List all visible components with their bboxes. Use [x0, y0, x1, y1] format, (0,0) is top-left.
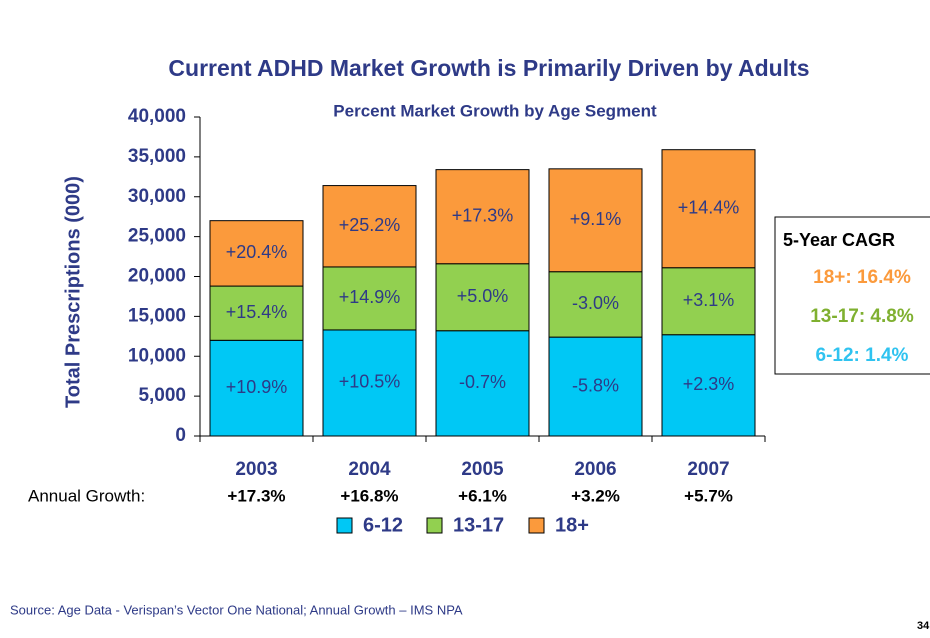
y-tick-label: 30,000 [128, 186, 186, 207]
x-tick-label: 2006 [574, 459, 616, 480]
bar-segment [322, 185, 417, 268]
bar-segment [435, 169, 530, 265]
growth-label: +10.5% [339, 372, 401, 392]
legend-label: 18+ [555, 514, 589, 536]
legend-swatch [528, 517, 545, 534]
y-tick-label: 5,000 [138, 385, 186, 406]
growth-label: +15.4% [226, 302, 288, 322]
cagr-box [774, 216, 930, 375]
bar-segment [435, 330, 530, 437]
y-tick-label: 35,000 [128, 146, 186, 167]
y-tick-label: 0 [175, 425, 186, 446]
bar-segment [548, 336, 643, 437]
bar-segment [209, 285, 304, 341]
source-note: Source: Age Data - Verispan’s Vector One… [10, 602, 463, 617]
growth-label: +10.9% [226, 377, 288, 397]
growth-label: +2.3% [683, 374, 735, 394]
legend-swatch [426, 517, 443, 534]
growth-label: +14.9% [339, 287, 401, 307]
bar-segment [661, 267, 756, 336]
x-tick-label: 2005 [461, 459, 504, 480]
y-tick-label: 10,000 [128, 345, 186, 366]
annual-growth-value: +16.8% [340, 486, 398, 505]
legend-label: 6-12 [363, 514, 403, 536]
growth-label: +5.0% [457, 286, 509, 306]
y-tick-label: 20,000 [128, 266, 186, 287]
bar-segment [209, 339, 304, 437]
bar-segment [322, 266, 417, 331]
bar-segment [661, 149, 756, 269]
annual-growth-value: +3.2% [571, 486, 620, 505]
chart-title: Current ADHD Market Growth is Primarily … [168, 55, 809, 81]
growth-label: +9.1% [570, 209, 622, 229]
bar-segment [209, 220, 304, 287]
legend-label: 13-17 [453, 514, 504, 536]
annual-growth-value: +6.1% [458, 486, 507, 505]
annual-growth-value: +17.3% [227, 486, 285, 505]
x-tick-label: 2007 [687, 459, 729, 480]
growth-label: -5.8% [572, 375, 619, 395]
growth-label: +25.2% [339, 215, 401, 235]
growth-label: -0.7% [459, 372, 506, 392]
growth-label: -3.0% [572, 293, 619, 313]
growth-label: +20.4% [226, 242, 288, 262]
growth-label: +14.4% [678, 197, 740, 217]
cagr-entry: 18+: 16.4% [813, 267, 911, 288]
cagr-title: 5-Year CAGR [783, 230, 895, 250]
y-tick-label: 40,000 [128, 106, 186, 127]
cagr-entry: 13-17: 4.8% [810, 306, 914, 327]
annual-growth-label: Annual Growth: [28, 486, 145, 505]
x-tick-label: 2003 [235, 459, 277, 480]
page-number: 34 [917, 620, 930, 632]
legend-swatch [336, 517, 353, 534]
y-tick-label: 15,000 [128, 305, 186, 326]
annual-growth-value: +5.7% [684, 486, 733, 505]
bar-segment [548, 168, 643, 273]
y-tick-label: 25,000 [128, 226, 186, 247]
bar-segment [435, 263, 530, 332]
x-tick-label: 2004 [348, 459, 391, 480]
chart-subtitle: Percent Market Growth by Age Segment [333, 101, 657, 120]
growth-label: +3.1% [683, 290, 735, 310]
y-axis-label: Total Prescriptions (000) [62, 176, 84, 408]
growth-label: +17.3% [452, 205, 514, 225]
cagr-entry: 6-12: 1.4% [816, 345, 909, 366]
